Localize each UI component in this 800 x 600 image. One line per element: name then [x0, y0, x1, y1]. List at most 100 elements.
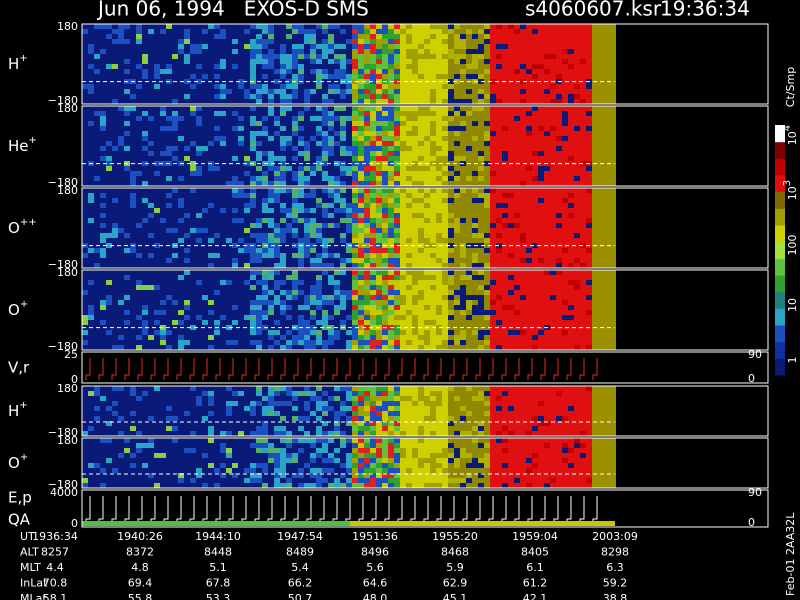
cell: [238, 275, 244, 280]
cell: [394, 44, 400, 49]
cell: [82, 340, 88, 345]
cell: [244, 270, 250, 275]
cell: [502, 49, 508, 54]
cell: [466, 106, 472, 111]
cell: [346, 181, 352, 186]
cell: [118, 69, 124, 74]
cell: [334, 330, 340, 335]
cell: [370, 34, 376, 39]
cell: [496, 258, 502, 263]
cell: [298, 300, 304, 305]
cell: [388, 99, 394, 104]
cell: [112, 126, 118, 131]
cell: [538, 99, 544, 104]
cell: [382, 136, 388, 141]
cell: [94, 59, 100, 64]
cell: [256, 171, 262, 176]
cell: [286, 248, 292, 253]
cell: [382, 263, 388, 268]
cell: [346, 228, 352, 233]
cell: [250, 335, 256, 340]
cell: [214, 126, 220, 131]
cell: [382, 24, 388, 29]
cell: [532, 106, 538, 111]
cell: [562, 238, 568, 243]
cell: [334, 238, 340, 243]
cell: [298, 315, 304, 320]
cell: [574, 49, 580, 54]
cell: [184, 99, 190, 104]
cell: [238, 171, 244, 176]
cell: [490, 176, 496, 181]
cell: [178, 59, 184, 64]
cell: [580, 171, 586, 176]
cell: [100, 270, 106, 275]
cell: [322, 84, 328, 89]
cell: [160, 320, 166, 325]
cell: [304, 203, 310, 208]
cell: [232, 213, 238, 218]
cell: [532, 233, 538, 238]
cell: [352, 44, 358, 49]
cell: [364, 203, 370, 208]
cell: [508, 126, 514, 131]
cell: [532, 29, 538, 34]
cell: [580, 84, 586, 89]
cell: [196, 203, 202, 208]
cell: [250, 126, 256, 131]
cell: [316, 69, 322, 74]
cell: [196, 69, 202, 74]
cell: [262, 181, 268, 186]
cell: [298, 275, 304, 280]
cell: [304, 285, 310, 290]
cell: [268, 213, 274, 218]
cell: [472, 44, 478, 49]
cell: [94, 166, 100, 171]
cell: [406, 171, 412, 176]
cell: [382, 156, 388, 161]
cell: [496, 181, 502, 186]
cell: [388, 171, 394, 176]
cell: [382, 233, 388, 238]
cell: [514, 253, 520, 258]
cell: [352, 116, 358, 121]
cell: [370, 121, 376, 126]
cell: [496, 176, 502, 181]
cell: [94, 106, 100, 111]
cell: [268, 280, 274, 285]
cell: [478, 146, 484, 151]
cell: [274, 193, 280, 198]
cell: [220, 330, 226, 335]
cell: [418, 24, 424, 29]
cell: [316, 193, 322, 198]
cell: [334, 208, 340, 213]
cell: [334, 59, 340, 64]
cell: [130, 54, 136, 59]
cell: [376, 44, 382, 49]
cell: [94, 121, 100, 126]
cell: [196, 275, 202, 280]
cell: [226, 330, 232, 335]
cell: [94, 305, 100, 310]
cell: [334, 248, 340, 253]
cell: [184, 253, 190, 258]
cell: [496, 111, 502, 116]
cell: [244, 330, 250, 335]
cell: [184, 335, 190, 340]
cell: [490, 233, 496, 238]
cell: [268, 300, 274, 305]
cell: [346, 258, 352, 263]
cell: [154, 325, 160, 330]
cell: [82, 320, 88, 325]
cell: [340, 275, 346, 280]
cell: [442, 176, 448, 181]
cell: [226, 64, 232, 69]
cell: [580, 181, 586, 186]
cell: [232, 263, 238, 268]
cell: [556, 24, 562, 29]
cell: [328, 156, 334, 161]
cell: [262, 290, 268, 295]
cell: [304, 218, 310, 223]
cell: [184, 188, 190, 193]
cell: [292, 121, 298, 126]
